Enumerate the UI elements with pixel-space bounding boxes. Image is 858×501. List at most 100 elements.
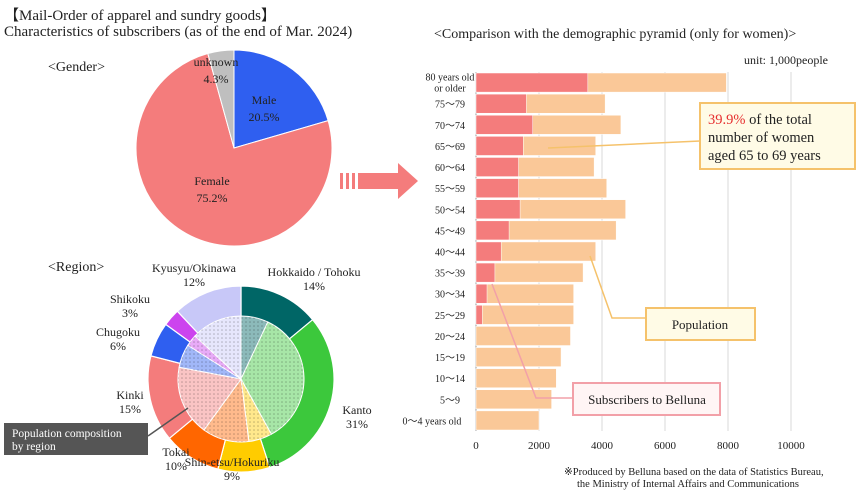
gender-pie-chart: Male 20.5% Female 75.2% unknown 4.3% <box>135 49 333 247</box>
population-label: Population <box>672 317 729 332</box>
population-bar <box>475 326 571 346</box>
source-note: ※Produced by Belluna based on the data o… <box>564 467 824 478</box>
unit-label: unit: 1,000people <box>744 53 828 67</box>
pyramid-title: <Comparison with the demographic pyramid… <box>434 27 797 42</box>
population-bar <box>475 368 557 389</box>
subscriber-bar <box>475 262 496 283</box>
population-slice-texture-7 <box>195 316 241 379</box>
population-slice-texture-5 <box>179 345 241 379</box>
subscriber-bar <box>475 93 527 114</box>
inner-label-text: Population composition <box>12 428 122 440</box>
subscribers-leader <box>491 283 573 399</box>
annotations: 39.9% of the total number of women aged 65… <box>491 102 856 416</box>
gender-label-unknown: unknown <box>194 55 239 69</box>
callout-line-1: 39.9% of the total <box>708 112 812 128</box>
region-value-3: 10% <box>165 459 187 473</box>
region-label-3: Tokai <box>162 445 190 459</box>
gender-label-female: Female <box>194 174 229 188</box>
region-label-5: Chugoku <box>96 325 140 339</box>
subscribers-label: Subscribers to Belluna <box>588 392 706 407</box>
x-tick-label: 8000 <box>717 440 740 452</box>
population-slice-texture-0 <box>241 316 268 379</box>
population-slice-texture-1 <box>241 321 305 435</box>
population-bar <box>475 410 540 431</box>
x-tick-label: 10000 <box>777 440 805 452</box>
population-slice-texture-3 <box>203 379 249 443</box>
age-label: 35～39 <box>435 269 465 280</box>
main-title: 【Mail-Order of apparel and sundry goods】 <box>4 8 277 24</box>
callout-line-3: aged 65 to 69 years <box>708 148 821 164</box>
subscriber-bar <box>475 199 521 220</box>
gender-label-male: Male <box>252 93 277 107</box>
subscriber-bar <box>475 241 502 262</box>
age-label: 80 years old <box>426 73 475 84</box>
x-tick-label: 2000 <box>528 440 551 452</box>
x-tick-label: 6000 <box>654 440 677 452</box>
region-value-0: 14% <box>303 279 325 293</box>
population-bar <box>475 347 562 367</box>
region-heading: <Region> <box>48 260 105 275</box>
region-value-7: 12% <box>183 275 205 289</box>
age-label: 10～14 <box>435 374 465 385</box>
subscribers-label-box <box>572 382 721 416</box>
population-slice-texture-6 <box>187 335 241 379</box>
age-label: 70～74 <box>435 121 465 132</box>
x-tick-label: 4000 <box>591 440 614 452</box>
population-slice-texture-4 <box>178 367 241 430</box>
gender-slice-male <box>233 49 329 149</box>
population-label-box <box>645 307 756 341</box>
age-label: 40～44 <box>435 248 465 259</box>
inner-label-leader <box>147 407 189 437</box>
age-label: 25～29 <box>435 311 465 322</box>
arrow-stripe <box>340 173 343 189</box>
region-value-4: 15% <box>119 402 141 416</box>
region-label-2: Shin-etsu/Hokuriku <box>185 455 280 469</box>
age-label: 20～24 <box>435 332 465 343</box>
source-note-line2: the Ministry of Internal Affairs and Com… <box>577 479 800 490</box>
arrow-stripe <box>352 173 355 189</box>
population-bar <box>475 283 574 304</box>
age-label: or older <box>434 84 466 95</box>
subscriber-bar <box>475 136 524 156</box>
gender-value-unknown: 4.3% <box>204 72 229 86</box>
age-label: 75～79 <box>435 100 465 111</box>
inner-label-box <box>4 423 148 455</box>
gender-value-male: 20.5% <box>249 110 280 124</box>
arrow-body <box>358 163 418 199</box>
subscriber-bar <box>475 157 519 177</box>
region-label-4: Kinki <box>116 388 144 402</box>
inner-label-text: by region <box>12 441 56 453</box>
region-value-5: 6% <box>110 339 126 353</box>
population-bar <box>475 389 552 410</box>
age-label: 55～59 <box>435 184 465 195</box>
age-label: 5～9 <box>440 395 460 406</box>
callout-leader <box>547 140 701 149</box>
age-label: 60～64 <box>435 163 465 174</box>
subtitle: Characteristics of subscribers (as of th… <box>4 24 353 40</box>
age-label: 0～4 years old <box>403 416 462 427</box>
gender-value-female: 75.2% <box>197 191 228 205</box>
arrow-stripe <box>346 173 349 189</box>
population-leader <box>589 255 646 319</box>
subscriber-bar <box>475 178 519 198</box>
age-label: 65～69 <box>435 142 465 153</box>
callout-percent: 39.9% <box>708 112 745 128</box>
region-label-6: Shikoku <box>110 292 150 306</box>
gender-heading: <Gender> <box>48 60 105 75</box>
gender-slice-unknown <box>207 49 235 149</box>
age-label: 45～49 <box>435 226 465 237</box>
age-label: 30～34 <box>435 290 465 301</box>
subscriber-bar <box>475 283 488 304</box>
callout-text: of the total <box>745 112 811 128</box>
age-label: 15～19 <box>435 353 465 364</box>
right-arrow-icon <box>340 163 418 199</box>
region-label-1: Kanto <box>342 403 371 417</box>
age-label: 50～54 <box>435 205 465 216</box>
gender-slice-female <box>135 52 333 247</box>
region-value-6: 3% <box>122 306 138 320</box>
subscriber-bar <box>475 305 483 325</box>
callout-box <box>699 102 856 170</box>
